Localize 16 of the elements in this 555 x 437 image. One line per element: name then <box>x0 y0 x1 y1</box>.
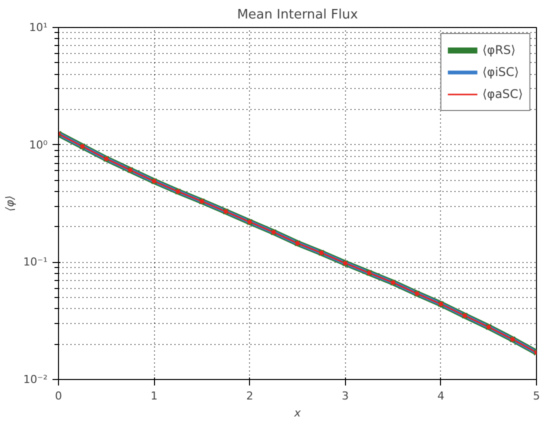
x-tick-label: 3 <box>342 390 349 402</box>
y-tick-label: 10¹ <box>29 21 48 34</box>
chart-title: Mean Internal Flux <box>237 8 358 22</box>
x-tick-label: 0 <box>55 390 62 402</box>
legend-label: ⟨φRS⟩ <box>482 43 516 57</box>
x-tick-label: 5 <box>533 390 540 402</box>
y-tick-label: 10⁻¹ <box>23 256 48 269</box>
y-tick-label: 10⁻² <box>23 373 48 386</box>
legend-label: ⟨φaSC⟩ <box>482 87 523 101</box>
legend-label: ⟨φiSC⟩ <box>482 65 519 79</box>
x-tick-label: 4 <box>437 390 444 402</box>
x-tick-label: 2 <box>246 390 254 402</box>
y-tick-label: 10⁰ <box>29 138 48 152</box>
x-tick-label: 1 <box>150 390 158 402</box>
y-axis-title: ⟨φ⟩ <box>3 196 16 212</box>
x-axis-title: x <box>293 406 302 420</box>
